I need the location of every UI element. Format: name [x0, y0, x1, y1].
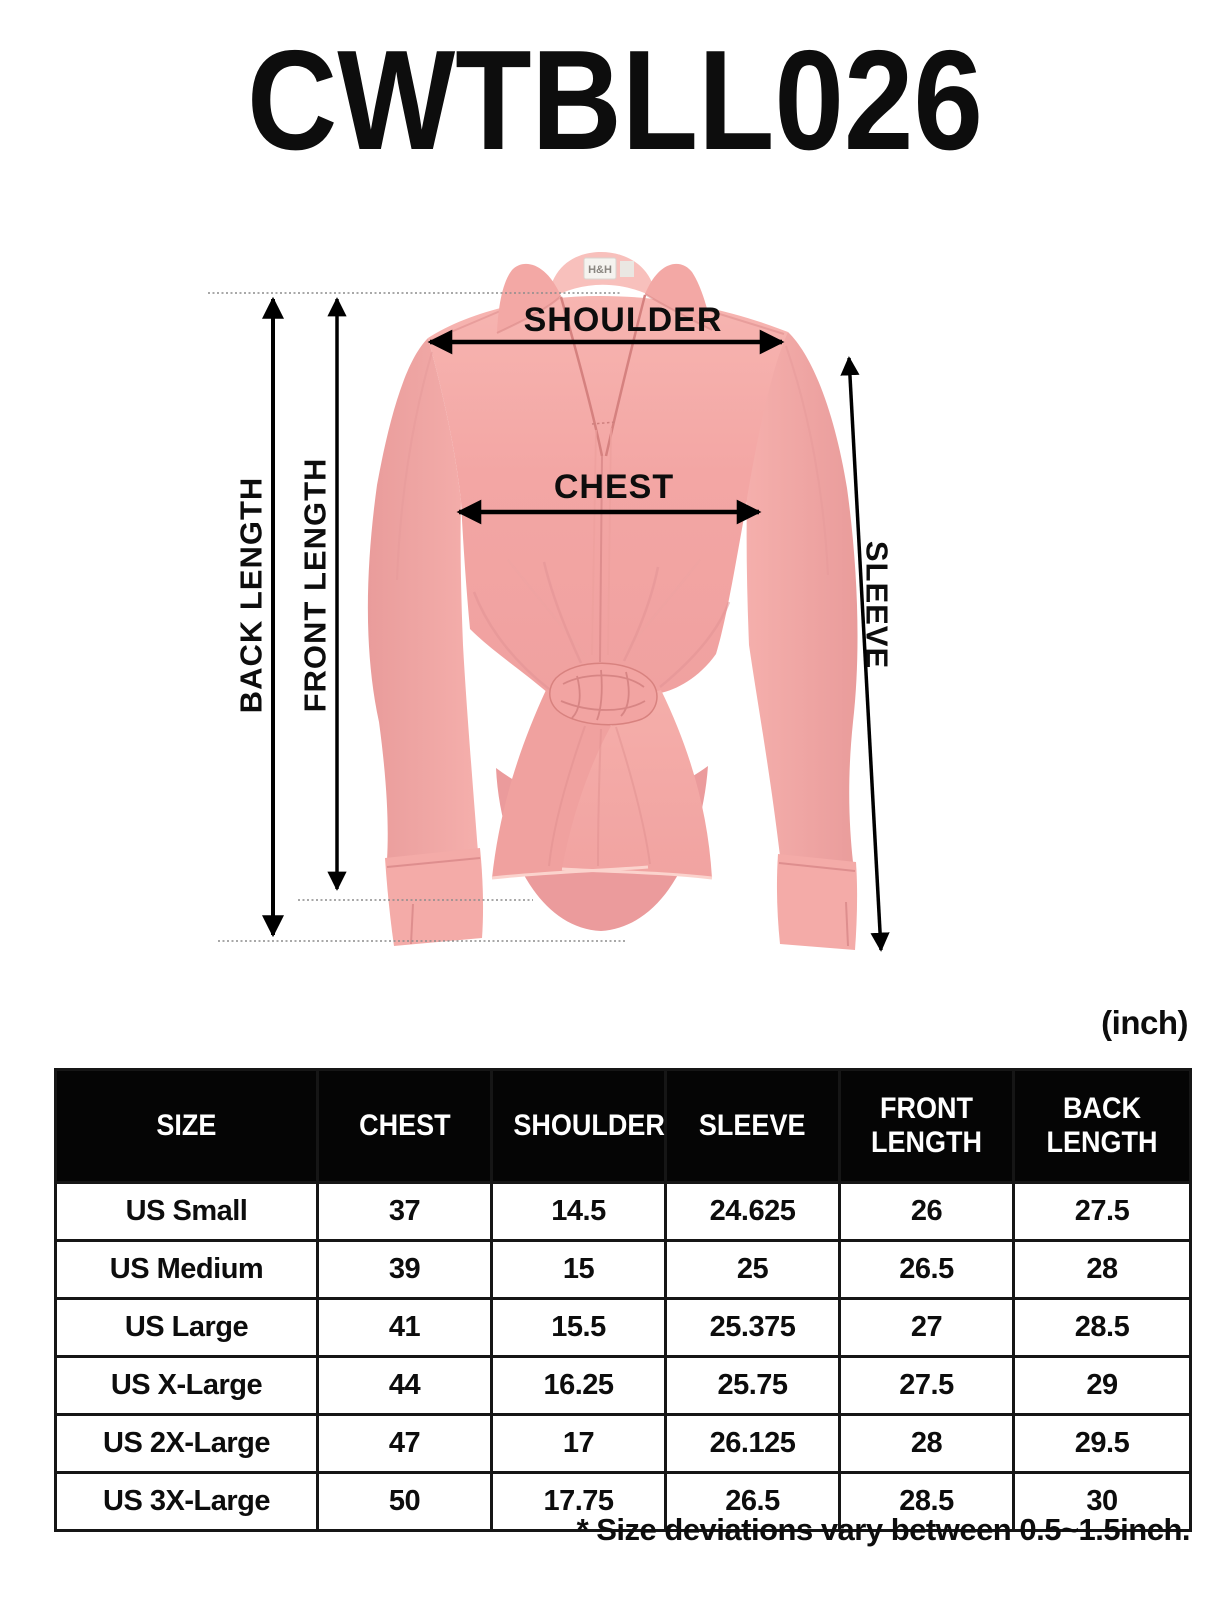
- shirt-body: [428, 296, 788, 693]
- product-code: CWTBLL026: [247, 21, 983, 180]
- cell-chest: 44: [316, 1355, 493, 1416]
- back-length-label: BACK LENGTH: [234, 477, 269, 714]
- cell-front-length: 27.5: [838, 1355, 1015, 1416]
- cell-shoulder: 14.5: [490, 1181, 667, 1242]
- placket-sides: [591, 427, 612, 656]
- cell-chest: 50: [316, 1471, 493, 1532]
- cell-front-length: 27: [838, 1297, 1015, 1358]
- size-deviation-note: * Size deviations vary between 0.5~1.5in…: [576, 1512, 1191, 1547]
- cell-size: US Small: [54, 1181, 319, 1242]
- table-row: US 3X-Large 50 17.75 26.5 28.5 30: [54, 1471, 1192, 1532]
- table-header-row: SIZE CHEST SHOULDER SLEEVE FRONT LENGTH …: [54, 1068, 1192, 1184]
- cell-chest: 37: [316, 1181, 493, 1242]
- cell-size: US Large: [54, 1297, 319, 1358]
- shirt-sleeve-right: [746, 332, 858, 862]
- cell-chest: 47: [316, 1413, 493, 1474]
- cell-front-length: 26.5: [838, 1239, 1015, 1300]
- cell-front-length: 26: [838, 1181, 1015, 1242]
- cell-sleeve: 25.75: [664, 1355, 841, 1416]
- cell-sleeve: 24.625: [664, 1181, 841, 1242]
- table-row: US X-Large 44 16.25 25.75 27.5 29: [54, 1355, 1192, 1416]
- cell-back-length: 29: [1012, 1355, 1192, 1416]
- shirt-illustration: H&H: [367, 252, 858, 950]
- hem-highlight: [491, 865, 713, 880]
- unit-label: (inch): [1101, 1004, 1188, 1041]
- table-row: US Medium 39 15 25 26.5 28: [54, 1239, 1192, 1300]
- cell-shoulder: 15: [490, 1239, 667, 1300]
- placket-stitch: [591, 421, 617, 425]
- cell-chest: 39: [316, 1239, 493, 1300]
- knot-detail-folds: [560, 669, 646, 721]
- sleeve-folds: [396, 345, 829, 581]
- sleeve-label: SLEEVE: [860, 541, 895, 669]
- shirt-cuff-right: [776, 854, 858, 950]
- shoulder-label: SHOULDER: [524, 301, 723, 339]
- cell-sleeve: 26.125: [664, 1413, 841, 1474]
- cell-sleeve: 25: [664, 1239, 841, 1300]
- placket-seam: [599, 455, 603, 663]
- cell-chest: 41: [316, 1297, 493, 1358]
- cell-back-length: 28: [1012, 1239, 1192, 1300]
- page-title: CWTBLL026: [74, 30, 1156, 172]
- table-row: US Large 41 15.5 25.375 27 28.5: [54, 1297, 1192, 1358]
- measurement-diagram: H&H SHOULDER CHEST SLEEVE FRON: [208, 252, 895, 952]
- brand-tag-text: H&H: [588, 264, 612, 276]
- chest-folds: [507, 559, 701, 656]
- cell-size: US 3X-Large: [54, 1471, 319, 1532]
- knot-upper-folds: [472, 561, 731, 690]
- cell-back-length: 29.5: [1012, 1413, 1192, 1474]
- col-header-front-length: FRONT LENGTH: [838, 1068, 1015, 1184]
- table-row: US 2X-Large 47 17 26.125 28 29.5: [54, 1413, 1192, 1474]
- collar-leaf-right: [645, 263, 712, 330]
- cell-front-length: 28: [838, 1413, 1015, 1474]
- cuff-left-seams: [386, 857, 481, 945]
- col-header-size: SIZE: [54, 1068, 319, 1184]
- shirt-sleeve-left: [367, 338, 478, 860]
- cell-shoulder: 17: [490, 1413, 667, 1474]
- size-table: SIZE CHEST SHOULDER SLEEVE FRONT LENGTH …: [54, 1068, 1192, 1532]
- cell-sleeve: 25.375: [664, 1297, 841, 1358]
- brand-tag: [583, 257, 617, 280]
- col-header-shoulder: SHOULDER: [490, 1068, 667, 1184]
- col-header-chest: CHEST: [316, 1068, 493, 1184]
- col-header-sleeve: SLEEVE: [664, 1068, 841, 1184]
- cell-sleeve: 26.5: [664, 1471, 841, 1532]
- knot-lower-folds: [548, 725, 651, 867]
- twist-knot: [549, 662, 658, 726]
- sleeve-arrow: [840, 356, 890, 952]
- front-length-label: FRONT LENGTH: [298, 458, 333, 713]
- cell-shoulder: 15.5: [490, 1297, 667, 1358]
- care-tag: [620, 261, 634, 277]
- cell-shoulder: 16.25: [490, 1355, 667, 1416]
- cell-shoulder: 17.75: [490, 1471, 667, 1532]
- cell-size: US X-Large: [54, 1355, 319, 1416]
- col-header-back-length: BACK LENGTH: [1012, 1068, 1192, 1184]
- cell-size: US 2X-Large: [54, 1413, 319, 1474]
- chest-label: CHEST: [554, 468, 674, 506]
- cell-back-length: 30: [1012, 1471, 1192, 1532]
- cell-front-length: 28.5: [838, 1471, 1015, 1532]
- shirt-front-flap-right: [562, 690, 712, 878]
- vneck-edges: [559, 294, 647, 457]
- collar-leaf-left: [497, 263, 561, 333]
- table-row: US Small 37 14.5 24.625 26 27.5: [54, 1181, 1192, 1242]
- cell-back-length: 28.5: [1012, 1297, 1192, 1358]
- cell-size: US Medium: [54, 1239, 319, 1300]
- cell-back-length: 27.5: [1012, 1181, 1192, 1242]
- shirt-cuff-left: [385, 848, 484, 946]
